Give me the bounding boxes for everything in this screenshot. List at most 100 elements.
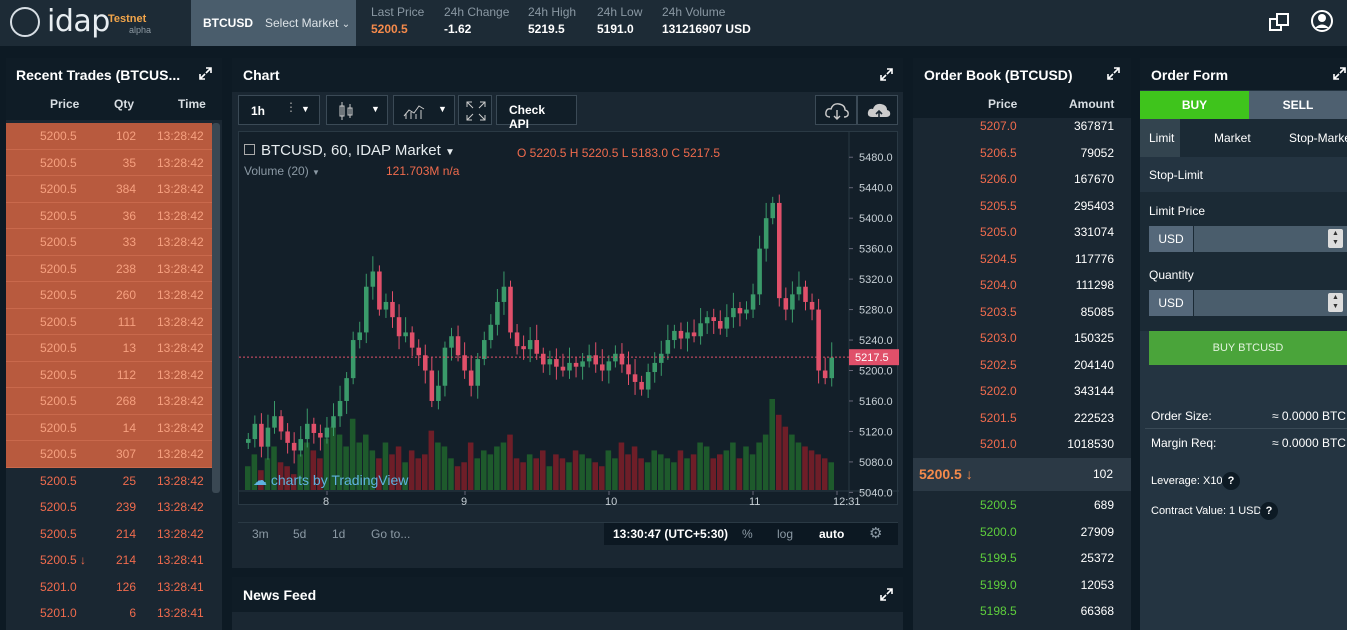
volume-bar [553, 454, 559, 490]
trades-scrollbar[interactable] [212, 123, 220, 493]
candles-icon [339, 102, 353, 120]
expand-icon[interactable] [1107, 67, 1120, 83]
settings-gear-icon[interactable]: ⚙ [869, 525, 883, 542]
trade-qty: 126 [115, 579, 136, 594]
alpha-label: alpha [129, 25, 152, 35]
trade-row[interactable]: 5200.5 239 13:28:42 [6, 494, 212, 521]
trade-row[interactable]: 5200.5 13 13:28:42 [6, 335, 212, 362]
candle-body [383, 301, 389, 310]
chart-legend-symbol[interactable]: BTCUSD, 60, IDAP Market ▼ [244, 142, 455, 159]
windows-layout-icon[interactable] [1268, 11, 1290, 33]
buy-tab[interactable]: BUY [1140, 91, 1249, 119]
trade-price: 5200.5 [40, 155, 77, 170]
expand-icon[interactable] [880, 68, 893, 84]
volume-label[interactable]: Volume (20) ▼ [244, 164, 320, 178]
ask-price[interactable]: 5204.0 [980, 278, 1017, 292]
trade-row[interactable]: 5201.0 6 13:28:41 [6, 600, 212, 627]
volume-bar [428, 430, 435, 490]
help-icon[interactable]: ? [1222, 472, 1240, 490]
ask-price[interactable]: 5206.0 [980, 172, 1017, 186]
trade-qty: 239 [115, 500, 136, 514]
help-icon[interactable]: ? [1260, 502, 1278, 520]
quantity-stepper[interactable]: ▲ ▼ [1328, 293, 1343, 312]
auto-toggle[interactable]: auto [819, 527, 845, 541]
range-button[interactable]: 3m [252, 527, 269, 541]
trade-row[interactable]: 5200.5 36 13:28:42 [6, 202, 212, 229]
market-selector[interactable] [191, 0, 356, 46]
user-account-icon[interactable] [1310, 9, 1334, 33]
expand-icon[interactable] [199, 67, 212, 83]
trade-row[interactable]: 5200.5 35 13:28:42 [6, 149, 212, 176]
trade-row[interactable]: 5200.5 102 13:28:42 [6, 123, 212, 150]
trade-time: 13:28:42 [157, 261, 204, 276]
trade-price: 5200.5 [40, 182, 77, 196]
expand-icon[interactable] [1333, 67, 1346, 83]
limit-price-stepper[interactable]: ▲ ▼ [1328, 229, 1343, 248]
sell-tab[interactable]: SELL [1249, 91, 1347, 119]
volume-bar [789, 434, 795, 490]
range-button[interactable]: Go to... [371, 527, 411, 541]
upload-button[interactable] [857, 95, 898, 125]
volume-bar [572, 450, 579, 490]
ask-price[interactable]: 5203.0 [980, 331, 1017, 345]
log-toggle[interactable]: log [777, 527, 794, 541]
percent-toggle[interactable]: % [742, 527, 753, 541]
limit-price-input[interactable] [1194, 226, 1347, 252]
stop-limit-tab[interactable]: Stop-Limit [1149, 168, 1204, 182]
check-api-button[interactable]: Check API [496, 95, 577, 131]
stop-market-tab[interactable]: Stop-Market [1289, 131, 1347, 145]
range-button[interactable]: 5d [293, 527, 307, 541]
stat-label: Last Price [371, 5, 425, 19]
ask-price[interactable]: 5205.0 [980, 225, 1017, 239]
trade-row[interactable]: 5200.5 33 13:28:42 [6, 229, 212, 256]
chart-type-button[interactable]: ▼ [326, 95, 388, 125]
expand-icon[interactable] [880, 588, 893, 604]
trade-row[interactable]: 5200.5 112 13:28:42 [6, 361, 212, 388]
trade-price: 5200.5 ↓ [40, 553, 87, 567]
volume-bar [474, 458, 480, 490]
trade-row[interactable]: 5200.5 268 13:28:42 [6, 388, 212, 415]
ask-price[interactable]: 5206.5 [980, 145, 1017, 160]
market-tab[interactable]: Market [1214, 131, 1251, 145]
bid-amount: 25372 [1080, 551, 1114, 565]
chart-canvas[interactable]: 5480.0 5440.0 5400.0 5360.0 5320.0 5280.0 5240… [238, 131, 899, 508]
candle-body [737, 308, 743, 314]
trade-time: 13:28:42 [157, 500, 204, 514]
bid-price[interactable]: 5199.5 [980, 551, 1017, 565]
trade-row[interactable]: 5200.5 14 13:28:42 [6, 414, 212, 441]
ask-price[interactable]: 5205.5 [980, 198, 1017, 213]
bid-price[interactable]: 5200.0 [980, 524, 1017, 539]
price-chart[interactable]: 5480.0 5440.0 5400.0 5360.0 5320.0 5280.0 5240… [239, 132, 899, 508]
fullscreen-button[interactable] [458, 95, 492, 125]
ask-price[interactable]: 5201.5 [980, 410, 1017, 425]
trade-row[interactable]: 5200.5 25 13:28:42 [6, 468, 212, 495]
ask-price[interactable]: 5207.0 [980, 119, 1017, 133]
trade-row[interactable]: 5200.5 307 13:28:42 [6, 441, 212, 468]
select-market-dropdown[interactable]: Select Market ⌄ [265, 16, 351, 30]
ask-price[interactable]: 5204.5 [980, 251, 1017, 266]
download-button[interactable] [815, 95, 857, 125]
limit-tab[interactable]: Limit [1140, 119, 1180, 157]
bid-price[interactable]: 5198.5 [980, 604, 1017, 618]
trade-row[interactable]: 5200.5 238 13:28:42 [6, 255, 212, 282]
trades-list[interactable]: 5200.5 102 13:28:42 5200.5 35 13:28:42 5200.5 3… [6, 123, 212, 630]
ask-price[interactable]: 5203.5 [980, 304, 1017, 319]
trade-row[interactable]: 5200.5 260 13:28:42 [6, 282, 212, 309]
trade-time: 13:28:42 [157, 182, 204, 196]
range-button[interactable]: 1d [332, 527, 346, 541]
indicators-button[interactable]: ▼ [393, 95, 455, 125]
trade-row[interactable]: 5200.5 111 13:28:42 [6, 308, 212, 335]
quantity-input[interactable] [1194, 290, 1347, 316]
buy-submit-button[interactable]: BUY BTCUSD [1149, 331, 1347, 365]
trade-row[interactable]: 5200.5 ↓ 214 13:28:41 [6, 547, 212, 574]
volume-bar [782, 426, 789, 490]
ask-price[interactable]: 5202.0 [980, 384, 1017, 398]
bid-price[interactable]: 5199.0 [980, 577, 1017, 592]
trade-row[interactable]: 5201.0 126 13:28:41 [6, 574, 212, 601]
trade-row[interactable]: 5200.5 214 13:28:42 [6, 521, 212, 548]
ask-price[interactable]: 5202.5 [980, 357, 1017, 372]
ask-price[interactable]: 5201.0 [980, 437, 1017, 451]
bid-price[interactable]: 5200.5 [980, 498, 1017, 512]
interval-selector[interactable]: 1h ⋮ ▼ [238, 95, 320, 125]
trade-row[interactable]: 5200.5 384 13:28:42 [6, 176, 212, 203]
